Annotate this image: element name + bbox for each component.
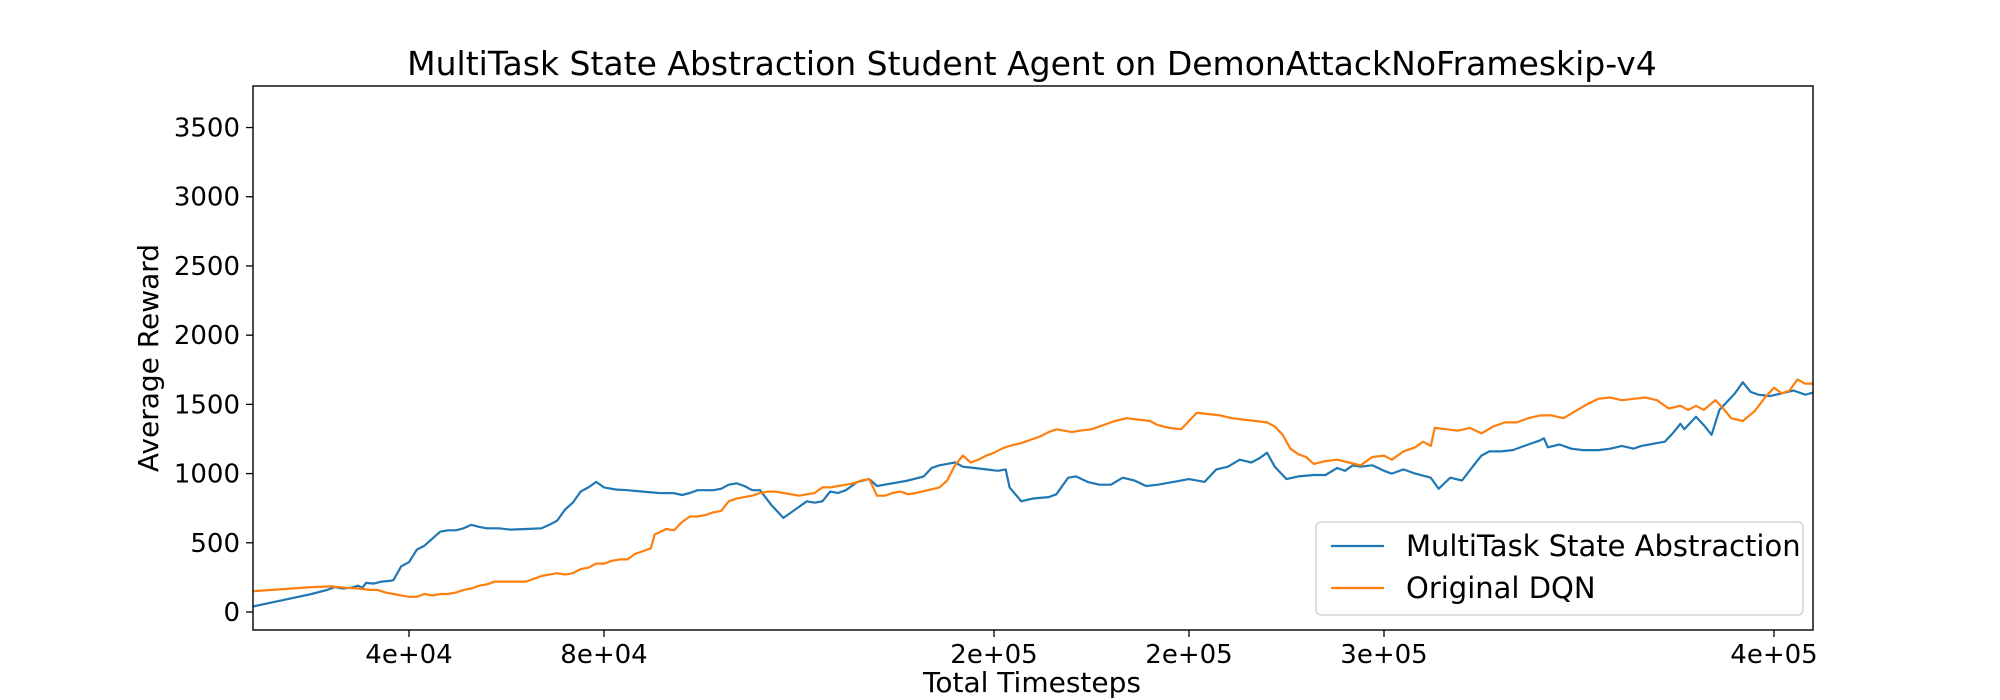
y-tick-label: 1500 [174,390,240,420]
y-tick-label: 3000 [174,183,240,213]
x-tick-label: 4e+04 [365,640,452,670]
series-line-multitask [253,381,1813,608]
y-axis: 0 500 1000 1500 2000 2500 3000 3500 [174,114,253,628]
x-tick-label: 4e+05 [1730,640,1817,670]
x-tick-label: 2e+05 [950,640,1037,670]
x-axis-title: Total Timesteps [922,666,1141,699]
legend-label-original-dqn: Original DQN [1406,571,1596,605]
y-tick-label: 2000 [174,321,240,351]
legend: MultiTask State Abstraction Original DQN [1315,521,1804,616]
x-axis: 4e+04 8e+04 2e+05 2e+05 3e+05 4e+05 [365,630,1818,670]
y-tick-label: 3500 [174,114,240,144]
y-axis-title: Average Reward [132,244,165,472]
x-tick-label: 2e+05 [1145,640,1232,670]
series-layer [253,378,1813,608]
legend-label-multitask: MultiTask State Abstraction [1406,529,1801,563]
x-tick-label: 8e+04 [560,640,647,670]
plot-frame [252,85,1814,631]
plot-area [252,85,1814,631]
legend-box [1315,521,1804,616]
y-tick-label: 0 [223,598,240,628]
chart-title: MultiTask State Abstraction Student Agen… [407,44,1657,83]
y-tick-label: 2500 [174,252,240,282]
series-line-original-dqn [253,378,1813,598]
y-tick-label: 1000 [174,460,240,490]
y-tick-label: 500 [190,529,240,559]
x-tick-label: 3e+05 [1340,640,1427,670]
